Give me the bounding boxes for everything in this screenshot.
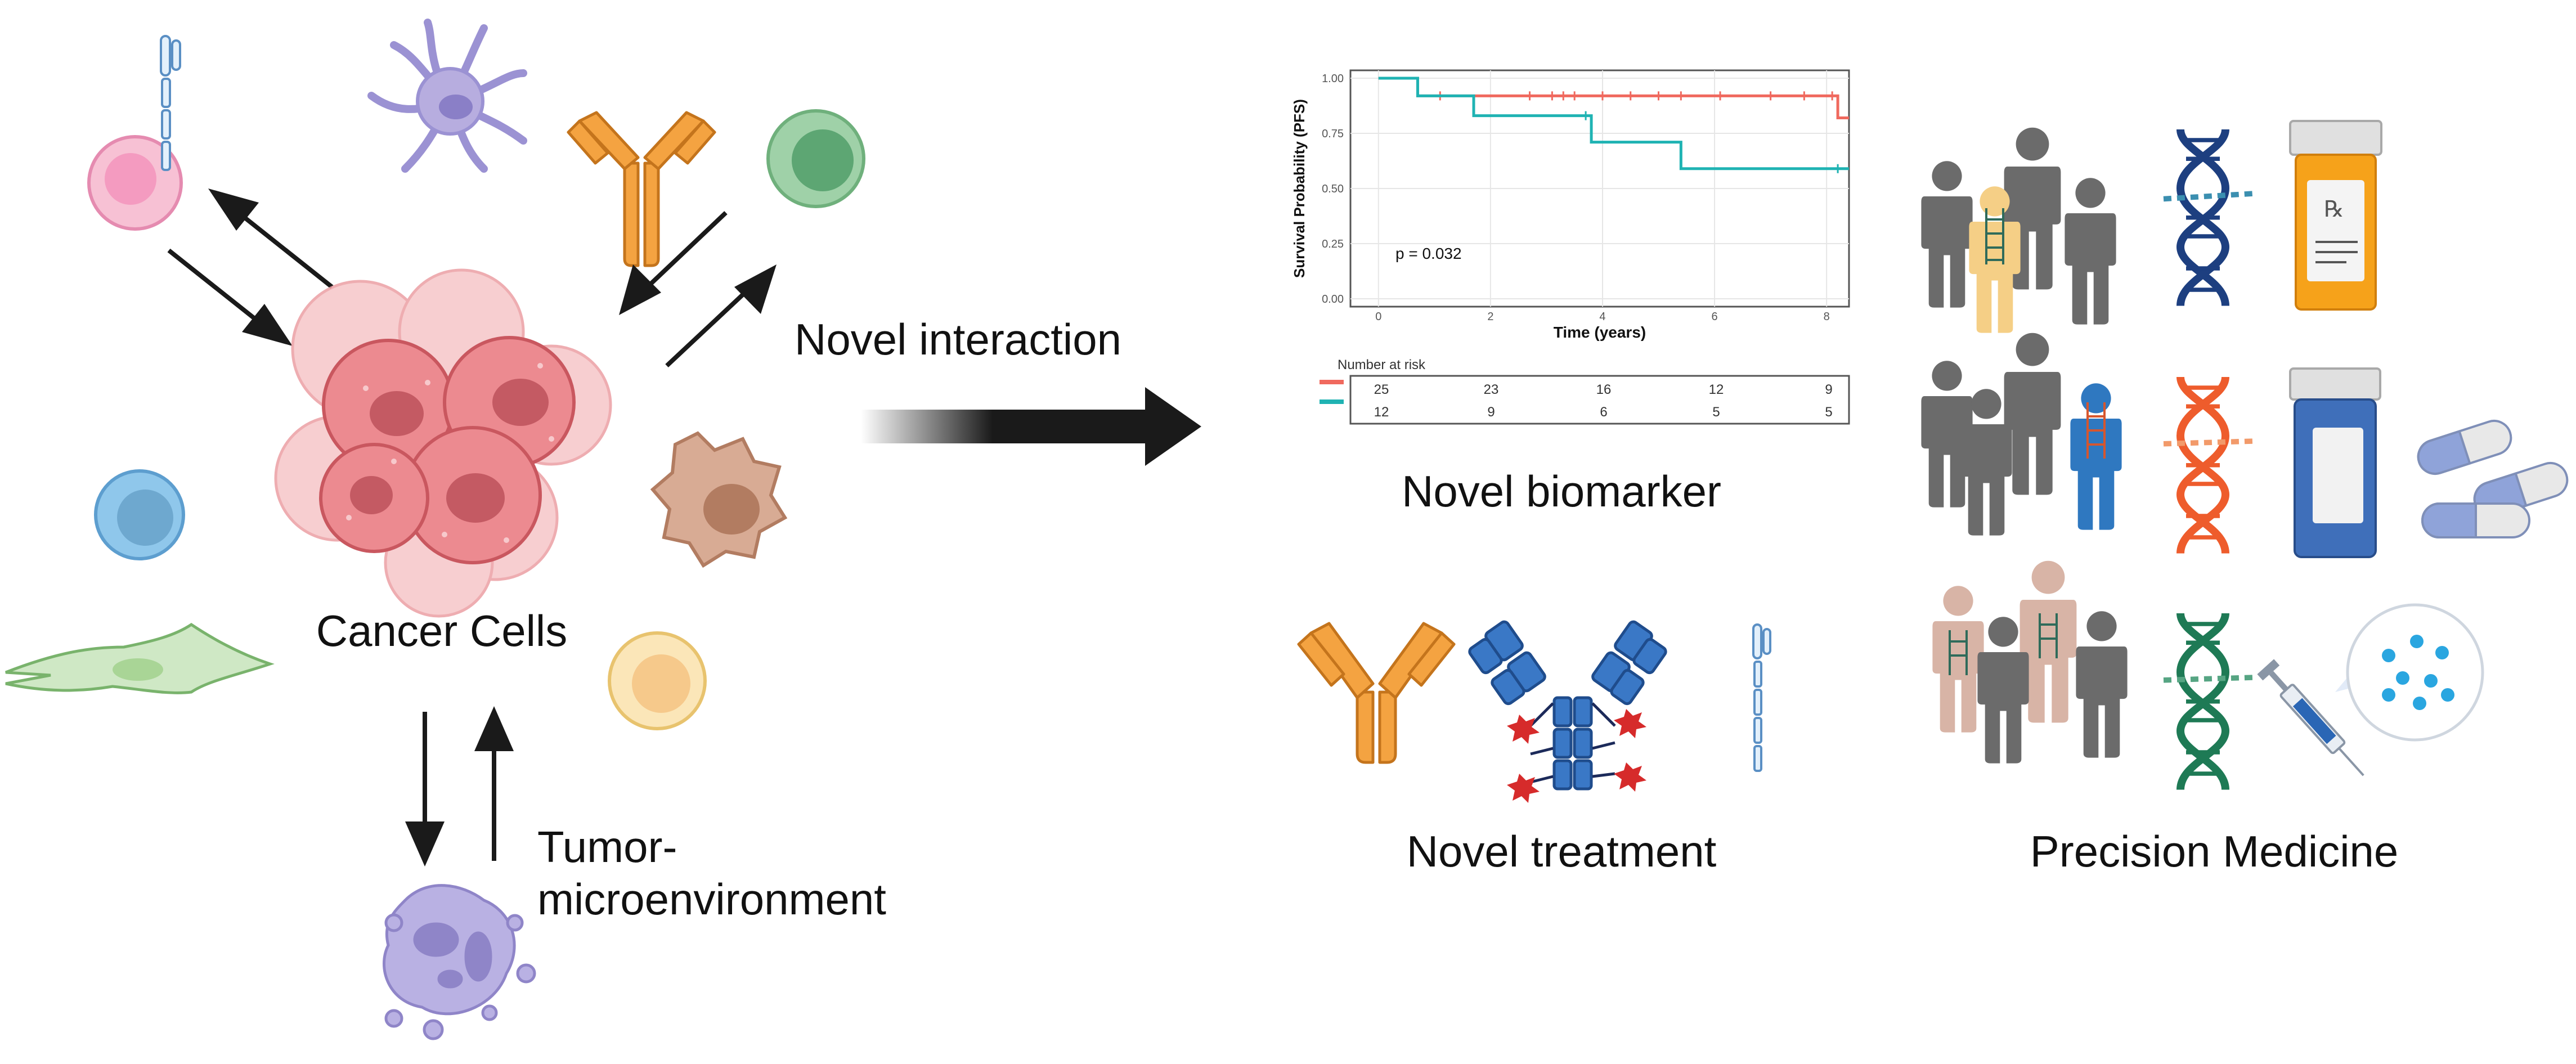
km-x-axis-label: Time (years) [1554,324,1646,341]
antibody-drug-conjugate-icon [1468,620,1668,803]
risk-cell: 5 [1825,405,1832,420]
risk-cell: 9 [1487,405,1495,420]
prescription-bottle-orange-icon: ℞ [2290,121,2381,309]
km-x-tick-label: 2 [1487,311,1493,323]
risk-cell: 16 [1596,382,1612,397]
antibody-orange-large-icon [1299,623,1454,762]
blue-cell-icon [96,471,183,559]
syringe-nanoparticles-icon [2257,605,2483,783]
tme-label-line1: Tumor- [537,822,677,872]
km-y-tick-label: 1.00 [1322,73,1344,85]
km-y-ticks: 0.00 0.25 0.50 0.75 1.00 [1322,73,1344,306]
capsules-icon [2414,416,2571,537]
patient-group-2-icon [1921,333,2121,536]
risk-cell: 12 [1709,382,1724,397]
novel-treatment-label: Novel treatment [1407,827,1717,876]
risk-cell: 12 [1374,405,1389,420]
main-progress-arrow [861,387,1201,466]
precision-medicine-label: Precision Medicine [2030,827,2399,876]
dendritic-cell-icon [371,23,523,169]
risk-table: Number at risk 25 23 16 12 9 12 9 6 5 5 [1320,357,1849,424]
km-y-axis-label: Survival Probability (PFS) [1291,99,1308,278]
green-cell-icon [768,111,864,206]
risk-cell: 25 [1374,382,1389,397]
novel-interaction-label: Novel interaction [795,315,1121,364]
km-y-tick-label: 0.75 [1322,128,1344,140]
km-x-tick-label: 8 [1824,311,1830,323]
prescription-bottle-blue-icon [2290,369,2380,557]
km-x-tick-label: 4 [1599,311,1605,323]
cart-receptor-icon [1753,625,1770,771]
patient-group-3-icon [1932,561,2127,764]
tme-arrows [405,706,514,867]
cancer-cells-label: Cancer Cells [316,606,567,656]
tme-label-line2: microenvironment [537,874,886,924]
risk-cell: 9 [1825,382,1832,397]
dna-variant-green-icon [2164,613,2254,790]
yellow-cell-icon [609,633,705,729]
dna-variant-blue-icon [2164,129,2254,306]
fibroblast-icon [6,625,270,693]
km-x-tick-label: 0 [1375,311,1381,323]
km-y-tick-label: 0.00 [1322,293,1344,306]
apoptotic-cell-icon [384,886,535,1039]
cancer-cells-cluster-icon [276,270,611,616]
km-x-tick-label: 6 [1712,311,1718,323]
risk-cell: 6 [1600,405,1607,420]
risk-cell: 5 [1712,405,1720,420]
km-y-tick-label: 0.50 [1322,183,1344,195]
dna-variant-orange-icon [2164,377,2254,554]
km-x-ticks: 0 2 4 6 8 [1375,311,1830,323]
patient-group-1-icon [1921,128,2116,333]
risk-table-title: Number at risk [1338,357,1426,372]
macrophage-icon [653,433,785,565]
novel-biomarker-label: Novel biomarker [1402,466,1721,516]
km-survival-plot: 0.00 0.25 0.50 0.75 1.00 0 2 4 6 8 Survival Prob… [1291,70,1849,341]
risk-cell: 23 [1484,382,1499,397]
km-p-value: p = 0.032 [1395,245,1462,262]
t-cell-pink-icon [89,36,181,229]
rx-symbol: ℞ [2324,196,2344,222]
km-y-tick-label: 0.25 [1322,238,1344,250]
